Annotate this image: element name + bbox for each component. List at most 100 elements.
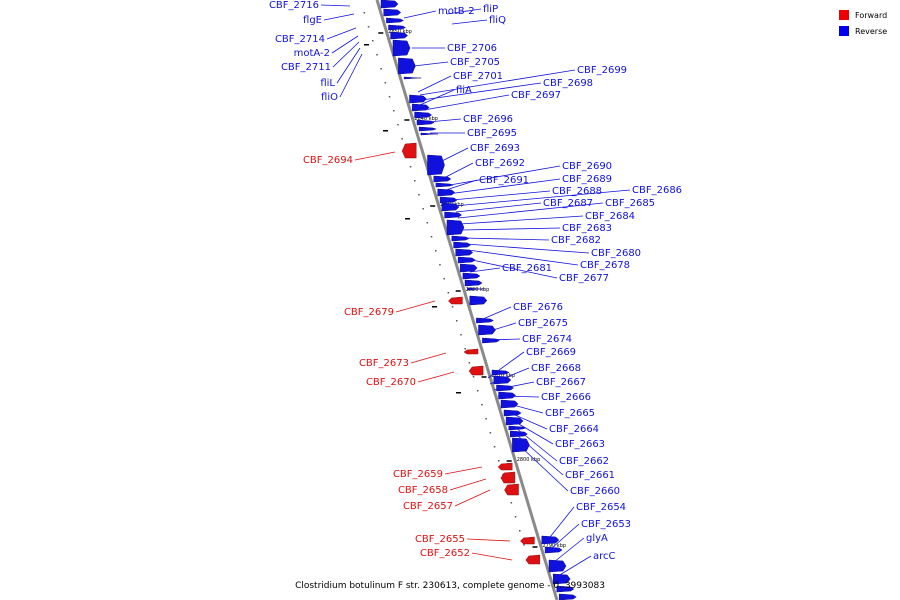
leader-line xyxy=(403,10,437,19)
gene-label: CBF_2666 xyxy=(541,392,591,403)
minor-tick xyxy=(439,264,441,266)
leader-line xyxy=(497,395,540,398)
reverse-gene-block xyxy=(478,324,496,336)
minor-tick xyxy=(456,320,458,322)
reverse-gene-block xyxy=(556,585,575,593)
reverse-gene-block xyxy=(439,196,458,204)
gene-label: CBF_2699 xyxy=(577,65,627,76)
leader-line xyxy=(445,179,478,191)
gene-label: CBF_2681 xyxy=(502,263,552,274)
minor-tick xyxy=(430,236,433,238)
legend-reverse-swatch xyxy=(839,26,849,36)
minor-tick xyxy=(405,218,410,220)
minor-tick xyxy=(523,544,525,546)
gene-label: CBF_2698 xyxy=(543,78,593,89)
reverse-gene-block xyxy=(508,425,527,431)
leader-line xyxy=(557,555,592,577)
minor-tick xyxy=(383,130,388,132)
gene-label: CBF_2657 xyxy=(403,501,453,512)
leader-line xyxy=(463,237,550,241)
leader-line xyxy=(479,322,517,335)
minor-tick xyxy=(363,12,366,14)
gene-label: CBF_2680 xyxy=(591,248,641,259)
reverse-gene-block xyxy=(544,546,563,554)
leader-line xyxy=(519,445,569,492)
gene-label: arcC xyxy=(593,551,616,562)
minor-tick xyxy=(426,222,429,224)
leader-line xyxy=(449,478,487,491)
reverse-gene-block xyxy=(552,573,571,585)
gene-label-layer: CBF_2716 flgE CBF_2714 motA-2 CBF_2711 fliL fl… xyxy=(269,0,682,562)
gene-label: CBF_2691 xyxy=(479,175,529,186)
gene-label: CBF_2686 xyxy=(632,185,682,196)
reverse-gene-block xyxy=(418,126,437,132)
leader-line xyxy=(465,243,590,254)
leader-line xyxy=(511,419,554,445)
gene-label: CBF_2683 xyxy=(562,223,612,234)
forward-gene-block xyxy=(497,462,513,471)
gene-label: CBF_2688 xyxy=(552,186,602,197)
gene-label: CBF_2706 xyxy=(447,43,497,54)
gene-label: CBF_2653 xyxy=(581,519,631,530)
leader-line xyxy=(457,202,604,219)
reverse-gene-block xyxy=(409,94,427,104)
leader-line xyxy=(437,147,469,164)
forward-gene-block xyxy=(500,471,516,484)
minor-tick xyxy=(380,68,382,70)
gene-label: CBF_2678 xyxy=(580,260,630,271)
gene-label: motA-2 xyxy=(294,48,330,59)
leader-line xyxy=(417,371,455,383)
reverse-gene-block xyxy=(435,182,454,188)
leader-line xyxy=(331,35,359,54)
leader-line xyxy=(354,151,396,161)
gene-label: CBF_2660 xyxy=(570,486,620,497)
tick-label: 2850 kbp xyxy=(388,29,412,35)
minor-tick xyxy=(464,348,466,350)
minor-tick xyxy=(451,306,454,308)
leader-line xyxy=(549,506,575,538)
reverse-gene-block xyxy=(462,272,481,280)
gene-label: CBF_2697 xyxy=(511,90,561,101)
minor-tick xyxy=(472,376,475,378)
genome-backbone xyxy=(375,0,559,600)
leader-line xyxy=(332,41,360,68)
legend: Forward Reverse xyxy=(839,10,887,36)
reverse-gene-block xyxy=(411,103,430,112)
leader-line xyxy=(326,27,357,40)
minor-tick xyxy=(393,110,395,112)
minor-tick xyxy=(443,278,445,280)
forward-gene-block xyxy=(504,483,519,496)
reverse-gene-block xyxy=(510,430,528,438)
gene-label: CBF_2684 xyxy=(585,211,635,222)
leader-line xyxy=(485,338,521,341)
minor-tick xyxy=(397,124,399,126)
gene-label: glyA xyxy=(586,533,608,544)
gene-label: CBF_2711 xyxy=(281,62,331,73)
leader-line xyxy=(551,523,580,549)
gene-label: CBF_2685 xyxy=(605,198,655,209)
reverse-gene-block xyxy=(388,24,407,31)
gene-label: motB-2 xyxy=(438,6,475,17)
leader-line xyxy=(489,367,530,385)
leader-line xyxy=(395,300,436,313)
gene-label: CBF_2705 xyxy=(450,57,500,68)
forward-gene-block xyxy=(448,296,463,305)
gene-label: CBF_2677 xyxy=(559,273,609,284)
minor-tick xyxy=(447,292,450,294)
reverse-gene-block xyxy=(416,119,435,126)
minor-tick xyxy=(418,194,420,196)
map-caption: Clostridium botulinum F str. 230613, com… xyxy=(295,581,605,591)
gene-label: CBF_2655 xyxy=(415,534,465,545)
gene-label: CBF_2690 xyxy=(562,161,612,172)
gene-label: CBF_2689 xyxy=(562,174,612,185)
leader-line xyxy=(475,306,512,323)
reverse-gene-block xyxy=(437,188,456,197)
reverse-gene-block xyxy=(420,132,438,136)
forward-gene-block xyxy=(468,365,484,376)
leader-line xyxy=(467,249,579,266)
leader-line xyxy=(459,215,584,225)
leader-line xyxy=(421,82,542,101)
minor-tick xyxy=(468,362,471,364)
reverse-gene-block xyxy=(403,76,422,80)
minor-tick xyxy=(376,54,378,56)
